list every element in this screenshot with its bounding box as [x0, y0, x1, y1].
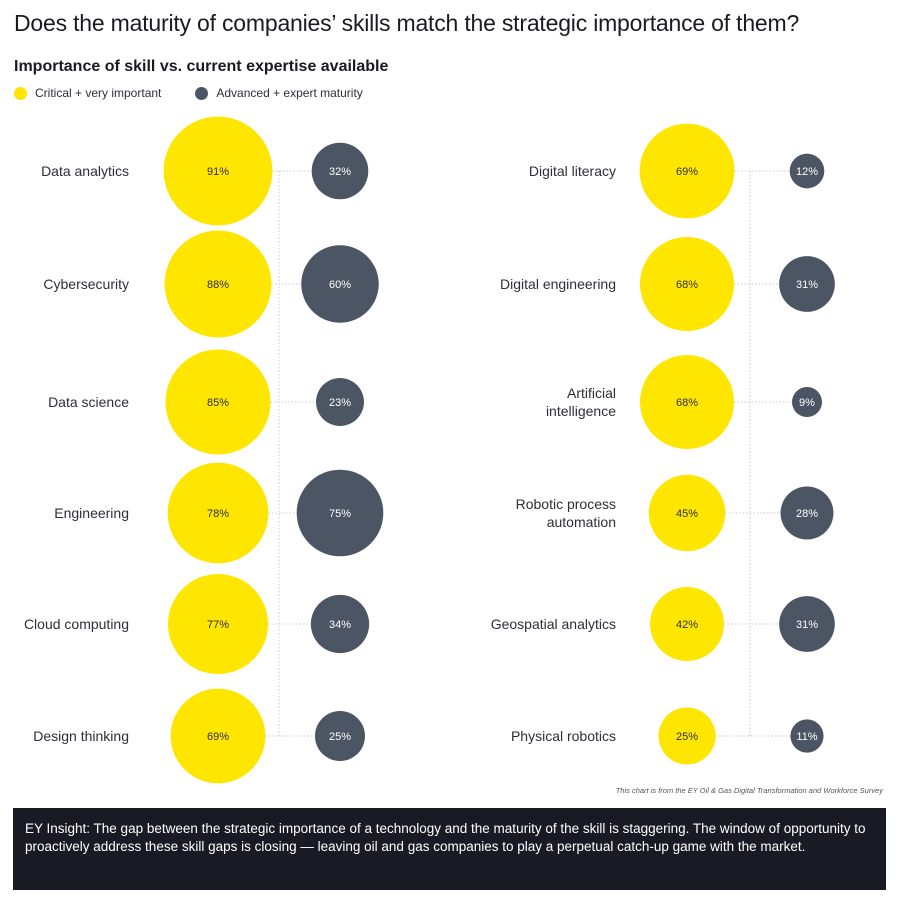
source-note: This chart is from the EY Oil & Gas Digi… — [615, 786, 883, 795]
importance-value-label: 78% — [207, 508, 229, 520]
importance-value-label: 91% — [207, 166, 229, 178]
maturity-value-label: 60% — [329, 279, 351, 291]
skill-label: Cybersecurity — [43, 276, 129, 292]
maturity-bubble — [315, 711, 365, 761]
maturity-bubble — [780, 486, 834, 540]
importance-value-label: 69% — [676, 166, 698, 178]
maturity-value-label: 31% — [796, 279, 818, 291]
maturity-bubble — [790, 719, 824, 753]
skill-label: Engineering — [54, 505, 129, 521]
maturity-bubble — [316, 378, 364, 426]
importance-bubble — [167, 573, 269, 675]
importance-bubble — [165, 349, 271, 455]
legend-label-importance: Critical + very important — [35, 86, 162, 100]
skill-label: Physical robotics — [511, 728, 616, 744]
skill-label: Cloud computing — [24, 616, 129, 632]
maturity-value-label: 12% — [796, 166, 818, 178]
importance-bubble — [648, 474, 726, 552]
skill-label: Digital engineering — [500, 276, 616, 292]
bubble-chart: Data analytics 91% 32% Cybersecurity 88% 60% D… — [24, 116, 835, 784]
maturity-bubble — [792, 387, 822, 417]
legend-label-maturity: Advanced + expert maturity — [216, 86, 363, 100]
maturity-bubble — [779, 256, 835, 312]
importance-value-label: 45% — [676, 508, 698, 520]
importance-value-label: 68% — [676, 397, 698, 409]
skill-label: Artificial intelligence — [546, 385, 616, 419]
legend-item-importance: Critical + very important — [14, 86, 161, 100]
maturity-value-label: 11% — [796, 731, 817, 743]
importance-bubble — [167, 462, 269, 564]
insight-box: EY Insight: The gap between the strategi… — [13, 808, 886, 890]
legend-item-maturity: Advanced + expert maturity — [195, 86, 363, 100]
skill-label: Digital literacy — [529, 163, 616, 179]
skill-label: Robotic process automation — [516, 496, 616, 530]
importance-value-label: 25% — [676, 731, 698, 743]
importance-bubble — [163, 116, 273, 226]
maturity-bubble — [789, 153, 825, 189]
maturity-value-label: 9% — [799, 397, 815, 409]
importance-bubble — [170, 688, 266, 784]
maturity-value-label: 34% — [329, 619, 351, 631]
chart-subtitle: Importance of skill vs. current expertis… — [14, 58, 389, 75]
maturity-bubble — [311, 142, 369, 200]
legend: Critical + very important Advanced + exp… — [14, 86, 397, 100]
page-title: Does the maturity of companies’ skills m… — [14, 10, 800, 36]
importance-bubble — [658, 707, 716, 765]
legend-swatch-maturity — [195, 86, 209, 100]
importance-bubble — [650, 587, 724, 661]
importance-bubble — [639, 236, 735, 332]
importance-bubble — [639, 123, 735, 219]
maturity-value-label: 25% — [329, 731, 351, 743]
skill-label: Data science — [48, 394, 129, 410]
importance-bubble — [639, 354, 735, 450]
importance-value-label: 85% — [207, 397, 229, 409]
maturity-bubble — [301, 245, 379, 323]
maturity-value-label: 32% — [329, 166, 351, 178]
skill-label: Design thinking — [33, 728, 129, 744]
importance-value-label: 88% — [207, 279, 229, 291]
importance-value-label: 77% — [207, 619, 229, 631]
skill-label: Geospatial analytics — [491, 616, 616, 632]
importance-value-label: 42% — [676, 619, 698, 631]
maturity-bubble — [310, 594, 370, 654]
maturity-value-label: 31% — [796, 619, 818, 631]
skill-label: Data analytics — [41, 163, 129, 179]
legend-swatch-importance — [14, 86, 27, 100]
maturity-bubble — [779, 596, 835, 652]
maturity-value-label: 23% — [329, 397, 351, 409]
importance-bubble — [164, 230, 272, 338]
importance-value-label: 68% — [676, 279, 698, 291]
maturity-value-label: 75% — [329, 508, 351, 520]
importance-value-label: 69% — [207, 731, 229, 743]
maturity-bubble — [296, 469, 384, 557]
maturity-value-label: 28% — [796, 508, 818, 520]
